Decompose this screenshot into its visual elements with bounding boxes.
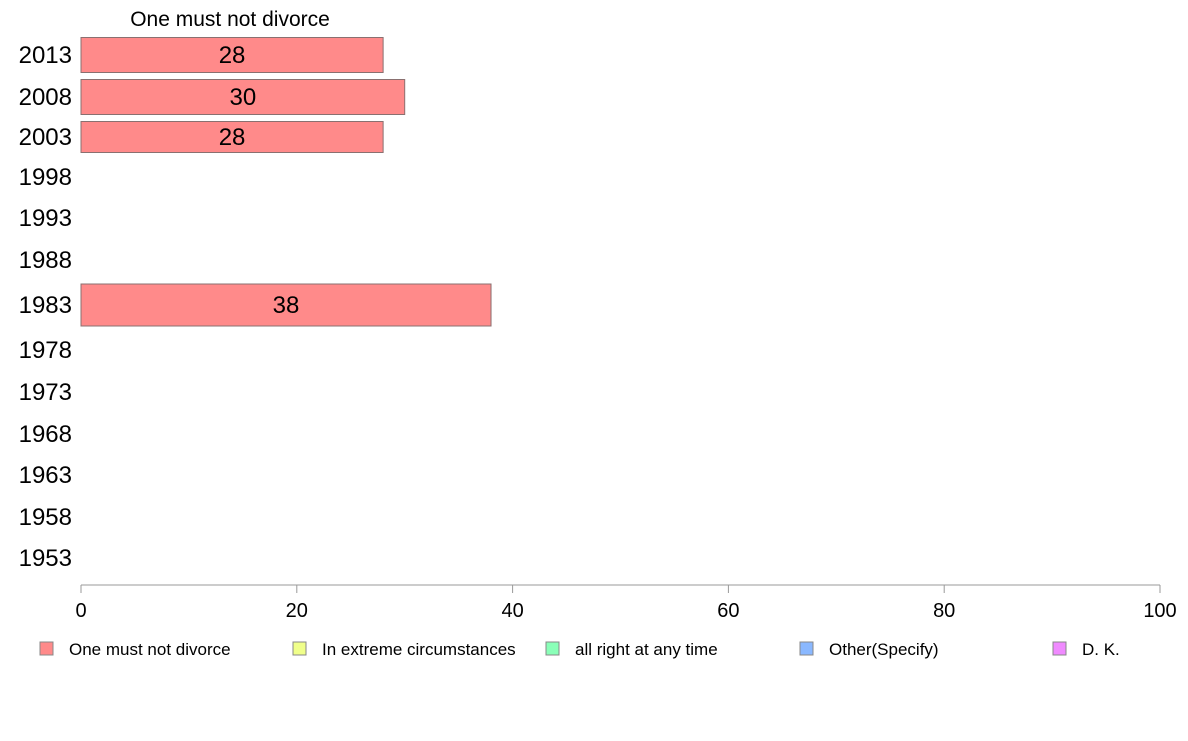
y-tick-label: 2013 [19, 42, 72, 69]
y-tick-label: 1963 [19, 462, 72, 489]
y-tick-label: 1998 [19, 164, 72, 191]
y-tick-label: 2008 [19, 84, 72, 111]
bar-value-label: 28 [219, 42, 246, 69]
bar-value-label: 38 [273, 292, 300, 319]
y-tick-label: 1988 [19, 247, 72, 274]
y-tick-label: 1978 [19, 337, 72, 364]
y-tick-labels: 2013 2008 2003 1998 1993 1988 1983 1978 1973 1968… [19, 42, 72, 572]
bar [80, 79, 406, 115]
bar [80, 121, 384, 153]
y-tick-label: 2003 [19, 124, 72, 151]
y-tick-label: 1968 [19, 421, 72, 448]
legend-swatch [292, 641, 307, 656]
bars-layer: 28 30 28 38 [80, 37, 492, 327]
x-tick-label: 0 [75, 600, 86, 622]
legend-item: Other(Specify) [799, 640, 939, 659]
legend-swatch [545, 641, 560, 656]
legend-label: D. K. [1082, 640, 1120, 659]
legend-swatch [799, 641, 814, 656]
legend-label: In extreme circumstances [322, 640, 516, 659]
legend-swatch [1052, 641, 1067, 656]
y-tick-label: 1953 [19, 545, 72, 572]
legend-label: all right at any time [575, 640, 718, 659]
x-tick-label: 60 [717, 600, 739, 622]
y-tick-label: 1983 [19, 292, 72, 319]
legend: One must not divorce In extreme circumsta… [39, 640, 1120, 659]
y-tick-label: 1973 [19, 379, 72, 406]
legend-item: all right at any time [545, 640, 718, 659]
bar [80, 283, 492, 327]
series-title: One must not divorce [130, 8, 330, 31]
x-tick-label: 100 [1143, 600, 1176, 622]
y-tick-label: 1993 [19, 205, 72, 232]
legend-item: D. K. [1052, 640, 1120, 659]
legend-label: One must not divorce [69, 640, 231, 659]
x-tick-label: 20 [286, 600, 308, 622]
legend-item: In extreme circumstances [292, 640, 516, 659]
x-axis: 0 20 40 60 80 100 [75, 584, 1177, 622]
legend-label: Other(Specify) [829, 640, 939, 659]
x-tick-label: 40 [501, 600, 523, 622]
bar-value-label: 28 [219, 124, 246, 151]
bar-value-label: 30 [229, 84, 256, 111]
legend-swatch [39, 641, 54, 656]
legend-item: One must not divorce [39, 640, 231, 659]
bar [80, 37, 384, 73]
y-tick-label: 1958 [19, 504, 72, 531]
x-tick-label: 80 [933, 600, 955, 622]
